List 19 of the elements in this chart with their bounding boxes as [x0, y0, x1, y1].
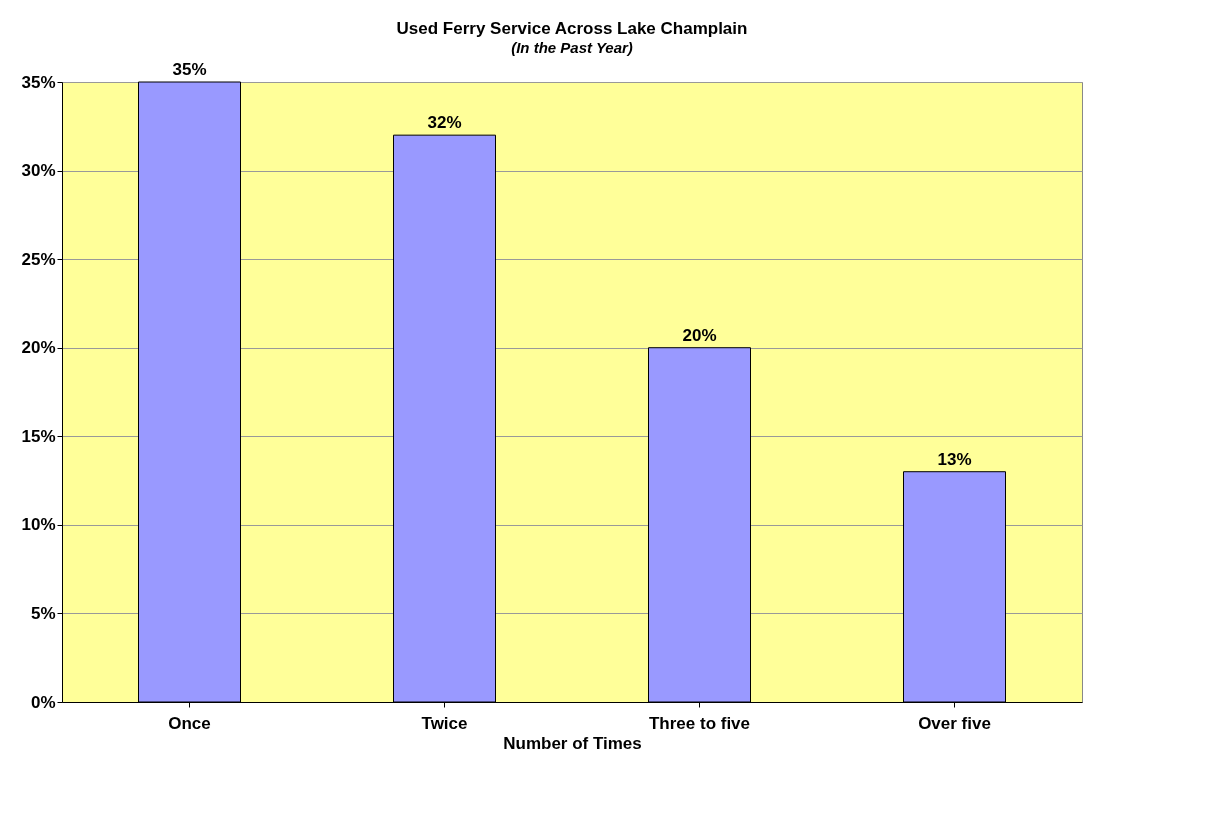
y-tick-label: 15%: [21, 426, 56, 446]
data-label: 35%: [172, 60, 207, 79]
y-tick-label: 30%: [21, 161, 56, 181]
x-tick-label: Twice: [421, 713, 468, 733]
y-tick-label: 5%: [30, 603, 56, 623]
chart-subtitle: (In the Past Year): [511, 39, 633, 56]
data-label: 13%: [937, 449, 972, 469]
y-tick-label: 20%: [21, 338, 56, 358]
x-tick-label: Over five: [918, 713, 991, 733]
x-axis-title: Number of Times: [503, 733, 642, 753]
chart-title: Used Ferry Service Across Lake Champlain: [396, 19, 748, 38]
data-label: 32%: [427, 113, 462, 133]
data-label: 20%: [682, 325, 717, 345]
y-tick-label: 25%: [21, 249, 56, 269]
x-tick-label: Three to five: [648, 713, 751, 733]
x-tick-label: Once: [168, 713, 211, 733]
y-tick-label: 10%: [21, 515, 56, 535]
y-tick-label: 35%: [21, 72, 56, 92]
y-tick-label: 0%: [30, 692, 56, 712]
